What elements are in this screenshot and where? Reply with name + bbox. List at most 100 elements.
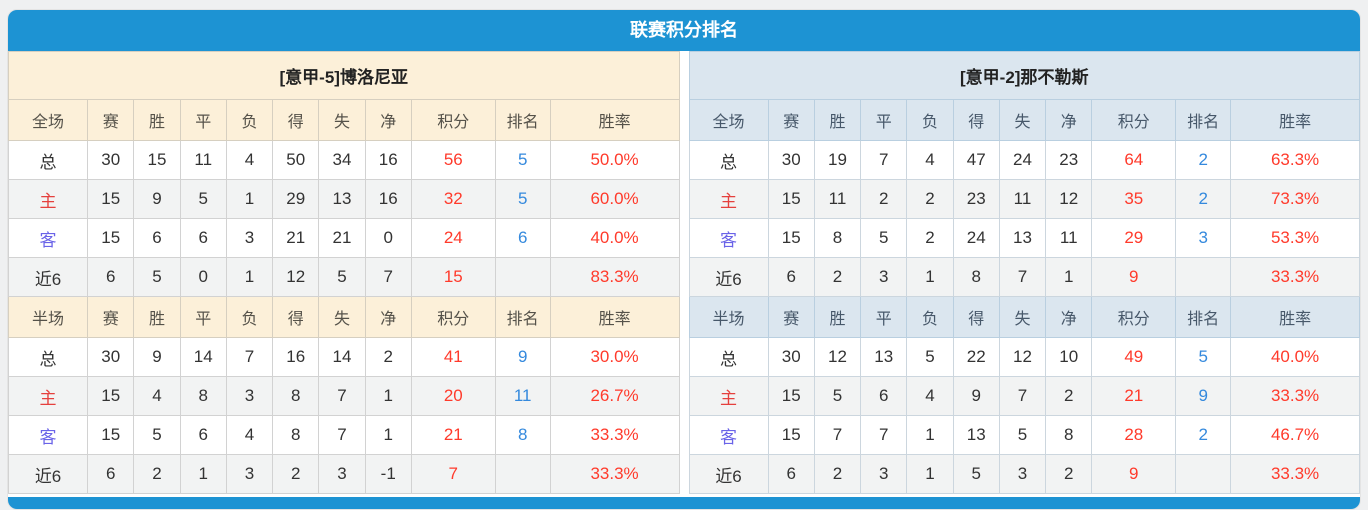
points-cell: 24: [410, 218, 496, 258]
stat-cell: 7: [998, 376, 1047, 416]
stat-cell: 15: [767, 218, 815, 258]
row-label: 客: [8, 415, 89, 455]
column-header: 胜率: [1230, 296, 1360, 338]
points-cell: 56: [410, 140, 496, 180]
column-header: 负: [225, 296, 274, 338]
column-header: 平: [860, 296, 908, 338]
row-label: 近6: [8, 257, 89, 297]
stat-cell: 10: [1045, 337, 1093, 377]
stat-cell: 5: [906, 337, 954, 377]
column-header: 净: [364, 296, 412, 338]
column-header: 积分: [410, 99, 496, 141]
rank-cell: [1175, 257, 1232, 297]
row-label: 总: [688, 337, 769, 377]
rank-cell: 2: [1175, 140, 1232, 180]
stat-cell: 5: [318, 257, 366, 297]
stat-cell: 1: [906, 257, 954, 297]
stat-cell: 11: [1045, 218, 1093, 258]
stat-cell: 1: [906, 454, 954, 494]
stat-cell: 2: [860, 179, 908, 219]
stat-cell: 50: [272, 140, 320, 180]
column-header: 平: [179, 99, 227, 141]
table-row: 近6 6 2 1 3 2 3 -1 7 33.3%: [8, 454, 680, 494]
stat-cell: 7: [364, 257, 412, 297]
row-label: 客: [688, 218, 769, 258]
rank-cell: 6: [494, 218, 551, 258]
stat-cell: 8: [272, 415, 320, 455]
stat-cell: 1: [906, 415, 954, 455]
rank-cell: [494, 454, 551, 494]
stat-cell: 4: [133, 376, 181, 416]
league-standings-card: 联赛积分排名 [意甲-5]博洛尼亚 全场赛胜平负得失净积分 排名 胜率总 30 15 11…: [7, 9, 1361, 510]
points-cell: 9: [1091, 454, 1177, 494]
stat-cell: 11: [813, 179, 862, 219]
row-label: 主: [688, 179, 769, 219]
rate-cell: 33.3%: [549, 415, 680, 455]
stat-cell: 5: [952, 454, 1000, 494]
title-bar: 联赛积分排名: [8, 10, 1360, 51]
row-label: 主: [688, 376, 769, 416]
table-row: 客 15 6 6 3 21 21 0 24 6 40.0%: [8, 218, 680, 258]
stat-cell: 14: [179, 337, 227, 377]
rank-cell: 9: [1175, 376, 1232, 416]
column-header: 胜率: [549, 296, 680, 338]
table-row: 总 30 15 11 4 50 34 16 56 5 50.0%: [8, 140, 680, 180]
table-row: 客 15 5 6 4 8 7 1 21 8 33.3%: [8, 415, 680, 455]
stat-cell: 2: [1045, 376, 1093, 416]
row-label: 客: [688, 415, 769, 455]
stat-cell: 14: [318, 337, 366, 377]
stat-cell: 6: [860, 376, 908, 416]
stat-cell: 12: [813, 337, 862, 377]
table-row: 客 15 7 7 1 13 5 8 28 2 46.7%: [688, 415, 1360, 455]
rank-cell: 3: [1175, 218, 1232, 258]
column-header: 得: [272, 99, 320, 141]
column-header: 负: [906, 296, 954, 338]
column-header: 负: [906, 99, 954, 141]
stat-cell: 7: [318, 415, 366, 455]
stat-cell: 3: [318, 454, 366, 494]
points-cell: 35: [1091, 179, 1177, 219]
stat-cell: 34: [318, 140, 366, 180]
points-cell: 9: [1091, 257, 1177, 297]
stat-cell: 3: [860, 257, 908, 297]
column-header: 得: [952, 99, 1000, 141]
stat-cell: 16: [364, 179, 412, 219]
table-row: 近6 6 2 3 1 5 3 2 9 33.3%: [688, 454, 1360, 494]
stat-cell: 15: [87, 179, 135, 219]
column-header: 积分: [1091, 99, 1177, 141]
stat-cell: 15: [87, 415, 135, 455]
stat-cell: 9: [133, 337, 181, 377]
stat-cell: 30: [767, 140, 815, 180]
stat-cell: 6: [87, 454, 135, 494]
stat-cell: 15: [767, 415, 815, 455]
points-cell: 29: [1091, 218, 1177, 258]
stat-cell: 3: [225, 376, 274, 416]
home-team-panel: [意甲-5]博洛尼亚 全场赛胜平负得失净积分 排名 胜率总 30 15 11 4 50 34 16…: [8, 51, 680, 497]
rate-cell: 83.3%: [549, 257, 680, 297]
stat-cell: 2: [364, 337, 412, 377]
stat-cell: 4: [906, 140, 954, 180]
rank-cell: [1175, 454, 1232, 494]
stat-cell: 12: [272, 257, 320, 297]
rate-cell: 26.7%: [549, 376, 680, 416]
rate-cell: 63.3%: [1230, 140, 1360, 180]
stat-cell: 0: [364, 218, 412, 258]
stat-cell: 6: [179, 218, 227, 258]
stat-cell: 0: [179, 257, 227, 297]
column-header: 失: [318, 296, 366, 338]
stat-cell: 2: [1045, 454, 1093, 494]
table-row: 总 30 12 13 5 22 12 10 49 5 40.0%: [688, 337, 1360, 377]
rate-cell: 46.7%: [1230, 415, 1360, 455]
stat-cell: 7: [813, 415, 862, 455]
row-label: 近6: [688, 454, 769, 494]
column-header: 排名: [1175, 99, 1232, 141]
stat-cell: 7: [225, 337, 274, 377]
stat-cell: 1: [364, 415, 412, 455]
home-team-name: [意甲-5]博洛尼亚: [8, 51, 680, 100]
stat-cell: 2: [906, 218, 954, 258]
stat-cell: 19: [813, 140, 862, 180]
rank-cell: 5: [494, 179, 551, 219]
table-row: 主 15 5 6 4 9 7 2 21 9 33.3%: [688, 376, 1360, 416]
column-header: 得: [272, 296, 320, 338]
points-cell: 49: [1091, 337, 1177, 377]
